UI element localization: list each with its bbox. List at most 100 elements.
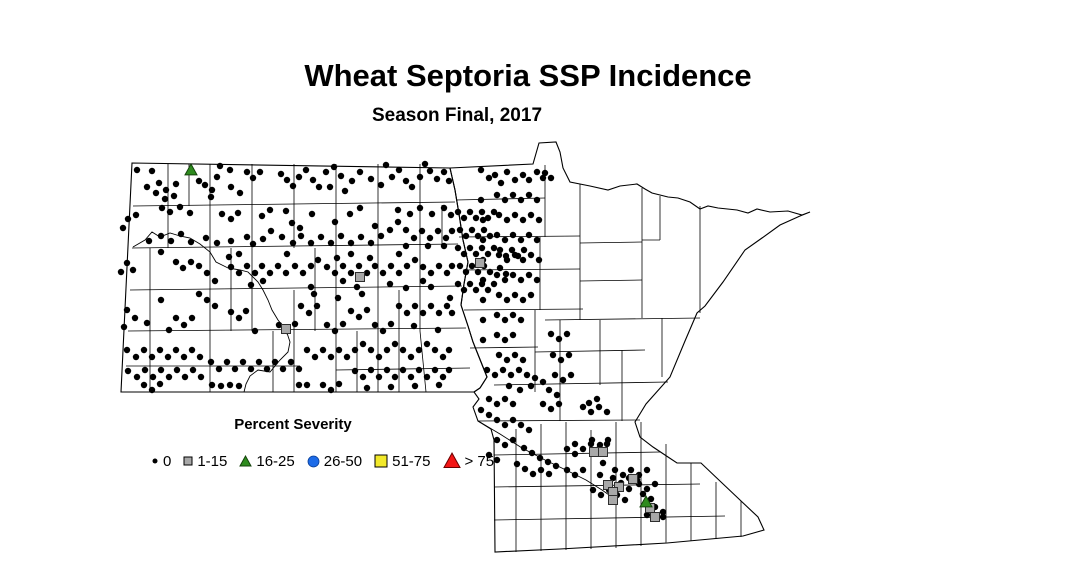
map-point-zero [477, 406, 485, 414]
map-point-zero [448, 262, 456, 270]
map-point-zero [164, 353, 172, 361]
map-point-zero [443, 269, 451, 277]
map-point-zero [517, 421, 525, 429]
map-point-zero [259, 277, 267, 285]
map-point-zero [563, 445, 571, 453]
map-point-zero [341, 187, 349, 195]
map-point-low [281, 324, 291, 334]
map-point-zero [148, 386, 156, 394]
map-point-zero [647, 495, 655, 503]
map-point-zero [402, 242, 410, 250]
map-point-zero [501, 316, 509, 324]
map-point-mid [639, 495, 653, 508]
map-point-zero [588, 436, 596, 444]
map-point-zero [333, 254, 341, 262]
map-point-zero [303, 381, 311, 389]
map-point-zero [274, 262, 282, 270]
map-point-zero [331, 327, 339, 335]
legend-item-1625: 16-25 [238, 453, 295, 470]
map-point-zero [123, 346, 131, 354]
map-point-zero [313, 302, 321, 310]
map-point-zero [571, 440, 579, 448]
map-point-zero [501, 196, 509, 204]
map-point-zero [283, 250, 291, 258]
map-point-zero [599, 459, 607, 467]
map-point-zero [327, 353, 335, 361]
map-point-zero [519, 356, 527, 364]
map-point-zero [279, 365, 287, 373]
map-point-zero [643, 485, 651, 493]
map-point-zero [358, 290, 366, 298]
map-point-mid [184, 163, 198, 176]
map-point-zero [456, 226, 464, 234]
map-point-zero [527, 251, 535, 259]
map-point-zero [266, 206, 274, 214]
map-point-zero [148, 167, 156, 175]
map-point-zero [440, 168, 448, 176]
map-point-zero [659, 508, 667, 516]
map-point-zero [395, 250, 403, 258]
map-point-zero [379, 327, 387, 335]
map-point-zero [519, 256, 527, 264]
map-point-zero [263, 365, 271, 373]
map-point-zero [302, 166, 310, 174]
map-point-zero [207, 193, 215, 201]
map-point-zero [427, 269, 435, 277]
map-point-zero [563, 330, 571, 338]
map-point-zero [251, 269, 259, 277]
map-point-zero [161, 195, 169, 203]
map-point-zero [172, 180, 180, 188]
map-point-zero [166, 208, 174, 216]
map-point-zero [493, 231, 501, 239]
map-point-zero [363, 269, 371, 277]
map-point-zero [479, 296, 487, 304]
map-point-zero [189, 366, 197, 374]
legend-swatch-circle-icon [307, 455, 320, 467]
map-point-zero [639, 490, 647, 498]
minnesota-counties [455, 165, 742, 552]
map-point-zero [416, 204, 424, 212]
map-point-zero [505, 382, 513, 390]
map-point-zero [124, 215, 132, 223]
map-point-zero [539, 174, 547, 182]
map-point-zero [508, 246, 516, 254]
map-point-zero [516, 386, 524, 394]
map-point-zero [529, 470, 537, 478]
map-point-zero [517, 236, 525, 244]
map-point-zero [188, 314, 196, 322]
map-point-zero [331, 218, 339, 226]
map-point-zero [303, 346, 311, 354]
map-point-zero [493, 191, 501, 199]
map-point-zero [627, 466, 635, 474]
map-point-zero [165, 326, 173, 334]
map-point-zero [242, 307, 250, 315]
map-point-zero [445, 366, 453, 374]
map-point-zero [491, 371, 499, 379]
map-point-zero [454, 244, 462, 252]
map-point-zero [428, 210, 436, 218]
map-point-zero [355, 313, 363, 321]
map-point-zero [149, 373, 157, 381]
map-point-zero [511, 251, 519, 259]
map-point-zero [587, 408, 595, 416]
map-point-zero [225, 253, 233, 261]
map-point-zero [234, 209, 242, 217]
legend-item-5175: 51-75 [373, 453, 431, 470]
map-point-zero [187, 258, 195, 266]
map-point-zero [509, 191, 517, 199]
map-point-zero [208, 186, 216, 194]
map-point-zero [533, 168, 541, 176]
map-point-zero [468, 226, 476, 234]
map-point-zero [243, 168, 251, 176]
map-point-zero [456, 262, 464, 270]
map-point-zero [359, 340, 367, 348]
map-point-zero [247, 365, 255, 373]
map-point-zero [479, 216, 487, 224]
map-point-zero [271, 358, 279, 366]
map-point-zero [371, 321, 379, 329]
map-point-zero [447, 211, 455, 219]
map-point-zero [172, 258, 180, 266]
map-point-zero [491, 171, 499, 179]
map-point-zero [486, 232, 494, 240]
map-point-zero [479, 316, 487, 324]
